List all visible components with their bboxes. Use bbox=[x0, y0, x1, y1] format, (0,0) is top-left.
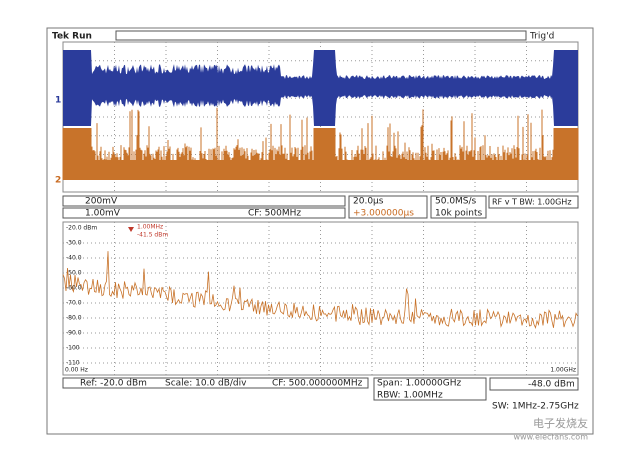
ch-cf: CF: 500MHz bbox=[248, 209, 301, 219]
trigger-readout bbox=[489, 377, 579, 391]
scale: Scale: 10.0 dB/div bbox=[165, 379, 247, 389]
brand: Tek Run bbox=[52, 32, 92, 42]
x-start: 0.00 Hz bbox=[65, 367, 88, 374]
marker-icon bbox=[128, 227, 134, 232]
ref-readout bbox=[62, 377, 369, 389]
y-label: -30.0 bbox=[66, 240, 82, 247]
spectrum-line bbox=[62, 251, 578, 329]
y-label: -20.0 dBm bbox=[66, 225, 97, 232]
sweep: SW: 1MHz-2.75GHz bbox=[492, 402, 579, 412]
watermark-url: www.elecfans.com bbox=[514, 433, 589, 442]
rf-bw: RF v T BW: 1.00GHz bbox=[492, 198, 572, 207]
span: Span: 1.00000GHz bbox=[377, 379, 461, 389]
ch1-trace bbox=[63, 50, 578, 126]
trigger-level: -48.0 dBm bbox=[528, 380, 575, 390]
time-scale: 20.0µs bbox=[353, 197, 384, 207]
delay: +3.000000µs bbox=[353, 209, 414, 219]
span-readout bbox=[373, 377, 487, 401]
ch2-trace bbox=[62, 107, 579, 180]
record-bar bbox=[115, 30, 527, 41]
ch1-scale: 200mV bbox=[85, 197, 118, 207]
ch2-marker: 2 bbox=[55, 176, 61, 186]
sample-rate: 50.0MS/s bbox=[435, 197, 477, 207]
ch2-readout bbox=[62, 207, 346, 219]
y-label: -80.0 bbox=[66, 315, 82, 322]
record-length: 10k points bbox=[435, 209, 482, 219]
y-label: -100 bbox=[66, 345, 80, 352]
footer-cf: CF: 500.000000MHz bbox=[272, 379, 363, 389]
y-label: -70.0 bbox=[66, 300, 82, 307]
spectrum-grid bbox=[63, 222, 578, 375]
marker-level: -41.5 dBm bbox=[137, 232, 168, 239]
y-label: -90.0 bbox=[66, 330, 82, 337]
ch1-marker: 1 bbox=[55, 96, 61, 106]
time-readout bbox=[348, 195, 428, 219]
marker-freq: 1.00MHz bbox=[137, 224, 163, 231]
rf-readout bbox=[488, 195, 579, 209]
y-label: -50.0 bbox=[66, 270, 82, 277]
y-label: -110 bbox=[66, 360, 80, 367]
waveforms bbox=[62, 50, 579, 180]
y-label: -40.0 bbox=[66, 255, 82, 262]
ref: Ref: -20.0 dBm bbox=[80, 379, 147, 389]
watermark-site: 电子发烧友 bbox=[533, 416, 588, 430]
ch2-scale: 1.00mV bbox=[85, 209, 121, 219]
rbw: RBW: 1.00MHz bbox=[377, 391, 443, 401]
trigger-status: Trig'd bbox=[529, 32, 554, 42]
x-end: 1.00GHz bbox=[550, 367, 576, 374]
spectrum-trace bbox=[62, 251, 578, 329]
acq-readout bbox=[430, 195, 487, 219]
ch1-readout bbox=[62, 195, 346, 207]
